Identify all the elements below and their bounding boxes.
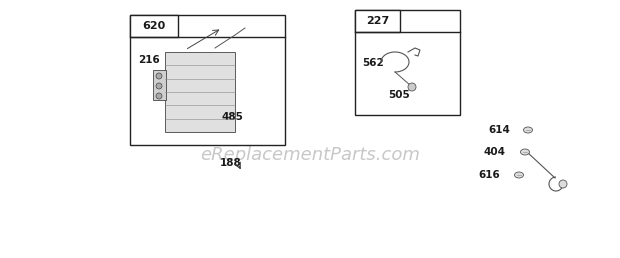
Text: 562: 562 [362,58,384,68]
Bar [355,10,460,115]
Text: 616: 616 [478,170,500,180]
Circle shape [156,93,162,99]
Text: 620: 620 [143,21,166,31]
Bar [153,70,166,100]
Text: 188: 188 [220,158,242,168]
Circle shape [156,73,162,79]
Bar [355,10,400,32]
Bar [130,15,178,37]
Text: 614: 614 [488,125,510,135]
Ellipse shape [515,172,523,178]
Bar [130,15,285,145]
Text: 404: 404 [484,147,506,157]
Bar [165,52,235,132]
Text: 227: 227 [366,16,389,26]
Text: eReplacementParts.com: eReplacementParts.com [200,146,420,164]
Text: 505: 505 [388,90,410,100]
Circle shape [156,83,162,89]
Circle shape [408,83,416,91]
Ellipse shape [521,149,529,155]
Ellipse shape [523,127,533,133]
Circle shape [559,180,567,188]
Text: 485: 485 [222,112,244,122]
Text: 216: 216 [138,55,160,65]
